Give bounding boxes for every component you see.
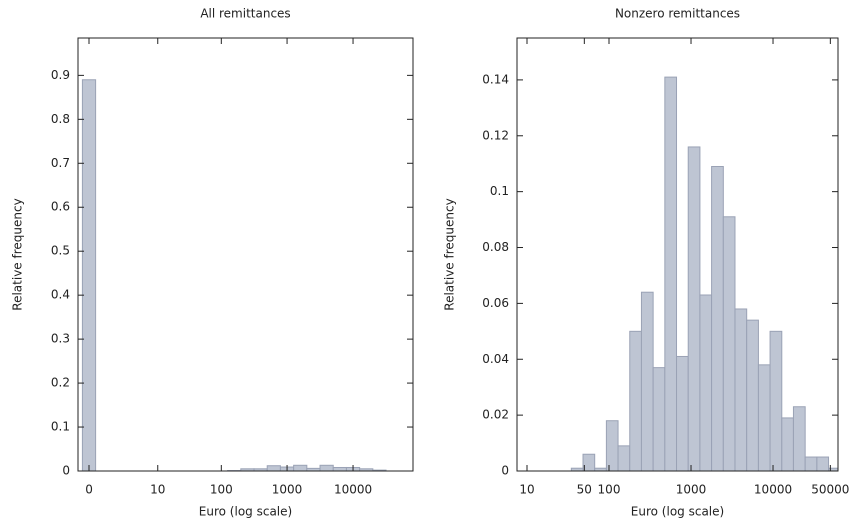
bar [770, 331, 782, 471]
bar [333, 467, 346, 471]
y-tick-label: 0.4 [51, 288, 70, 302]
x-tick-label: 0 [85, 483, 93, 497]
y-tick-label: 0.9 [51, 68, 70, 82]
bar [723, 217, 735, 471]
chart-title: All remittances [200, 7, 290, 21]
bar [758, 365, 770, 471]
y-tick-label: 0.3 [51, 332, 70, 346]
x-tick-label: 100 [598, 483, 621, 497]
bar [641, 292, 653, 471]
bar [747, 320, 759, 471]
bar [677, 356, 689, 471]
x-tick-label: 50 [577, 483, 592, 497]
bar [618, 446, 630, 471]
y-tick-label: 0.06 [482, 296, 509, 310]
y-tick-label: 0.02 [482, 408, 509, 422]
x-tick-label: 1000 [676, 483, 707, 497]
x-tick-label: 1000 [272, 483, 303, 497]
bar [665, 77, 677, 471]
y-tick-label: 0.5 [51, 244, 70, 258]
bar [606, 421, 618, 471]
y-tick-label: 0.04 [482, 352, 509, 366]
y-tick-label: 0.8 [51, 112, 70, 126]
y-tick-label: 0 [501, 464, 509, 478]
bar [688, 147, 700, 471]
bar [294, 465, 307, 471]
bar [735, 309, 747, 471]
x-tick-label: 50000 [811, 483, 849, 497]
bar [630, 331, 642, 471]
bar [700, 295, 712, 471]
y-axis-title: Relative frequency [443, 198, 457, 310]
plot-frame [78, 38, 413, 471]
x-tick-label: 100 [210, 483, 233, 497]
y-tick-label: 0.14 [482, 72, 509, 86]
y-tick-label: 0.08 [482, 240, 509, 254]
bar [82, 80, 95, 471]
x-tick-label: 10000 [754, 483, 792, 497]
y-tick-label: 0.6 [51, 200, 70, 214]
bar [320, 465, 333, 471]
x-tick-label: 10 [150, 483, 165, 497]
x-axis-title: Euro (log scale) [631, 505, 724, 519]
bar [653, 368, 665, 471]
y-tick-label: 0.1 [51, 420, 70, 434]
bar [793, 407, 805, 471]
y-tick-label: 0 [62, 464, 70, 478]
bar [805, 457, 817, 471]
bar [712, 167, 724, 471]
y-tick-label: 0.1 [490, 184, 509, 198]
bar [267, 466, 280, 471]
bar [782, 418, 794, 471]
y-axis-title: Relative frequency [11, 198, 25, 310]
chart-title: Nonzero remittances [615, 7, 740, 21]
y-tick-label: 0.7 [51, 156, 70, 170]
bar [817, 457, 829, 471]
y-tick-label: 0.2 [51, 376, 70, 390]
x-axis-title: Euro (log scale) [199, 505, 292, 519]
x-tick-label: 10 [519, 483, 534, 497]
y-tick-label: 0.12 [482, 128, 509, 142]
x-tick-label: 10000 [334, 483, 372, 497]
